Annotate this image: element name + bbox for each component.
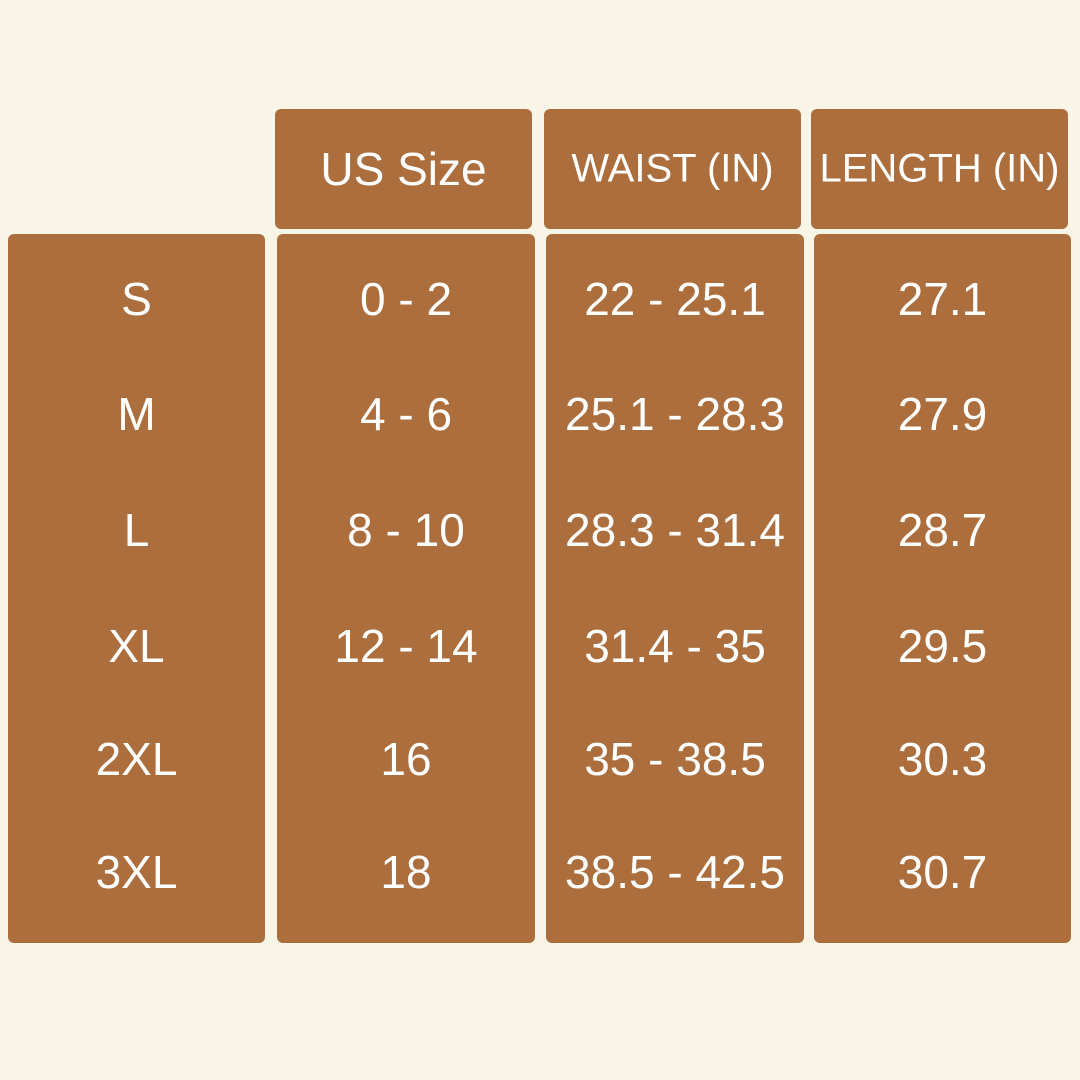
table-cell: 31.4 - 35: [584, 620, 766, 672]
table-cell: 8 - 10: [347, 504, 465, 556]
table-cell: 28.3 - 31.4: [565, 504, 785, 556]
size-label: 3XL: [95, 846, 178, 898]
table-cell: 18: [380, 846, 432, 898]
table-cell: 27.9: [897, 388, 988, 440]
column-box: [546, 234, 804, 943]
header-box: [811, 109, 1068, 229]
table-cell: 30.7: [897, 846, 988, 898]
size-label: 2XL: [95, 733, 178, 785]
table-cell: 25.1 - 28.3: [565, 388, 785, 440]
table-cell: 38.5 - 42.5: [565, 846, 785, 898]
header-box: [275, 109, 532, 229]
size-label: L: [123, 504, 150, 556]
column-box: [8, 234, 265, 943]
size-label: XL: [108, 620, 165, 672]
column-box: [814, 234, 1071, 943]
table-cell: 0 - 2: [359, 273, 453, 325]
table-cell: 27.1: [897, 273, 988, 325]
table-cell: 28.7: [897, 504, 988, 556]
size-label: S: [121, 273, 152, 325]
column-box: [277, 234, 535, 943]
header-cell: WAIST (IN): [571, 146, 774, 191]
table-cell: 22 - 25.1: [584, 273, 766, 325]
size-label: M: [117, 388, 156, 440]
table-cell: 12 - 14: [334, 620, 478, 672]
table-cell: 30.3: [897, 733, 988, 785]
table-cell: 29.5: [897, 620, 988, 672]
table-cell: 4 - 6: [359, 388, 453, 440]
table-cell: 35 - 38.5: [584, 733, 766, 785]
header-cell: LENGTH (IN): [819, 146, 1060, 191]
header-box: [544, 109, 801, 229]
header-cell: US Size: [320, 143, 487, 195]
table-cell: 16: [380, 733, 432, 785]
